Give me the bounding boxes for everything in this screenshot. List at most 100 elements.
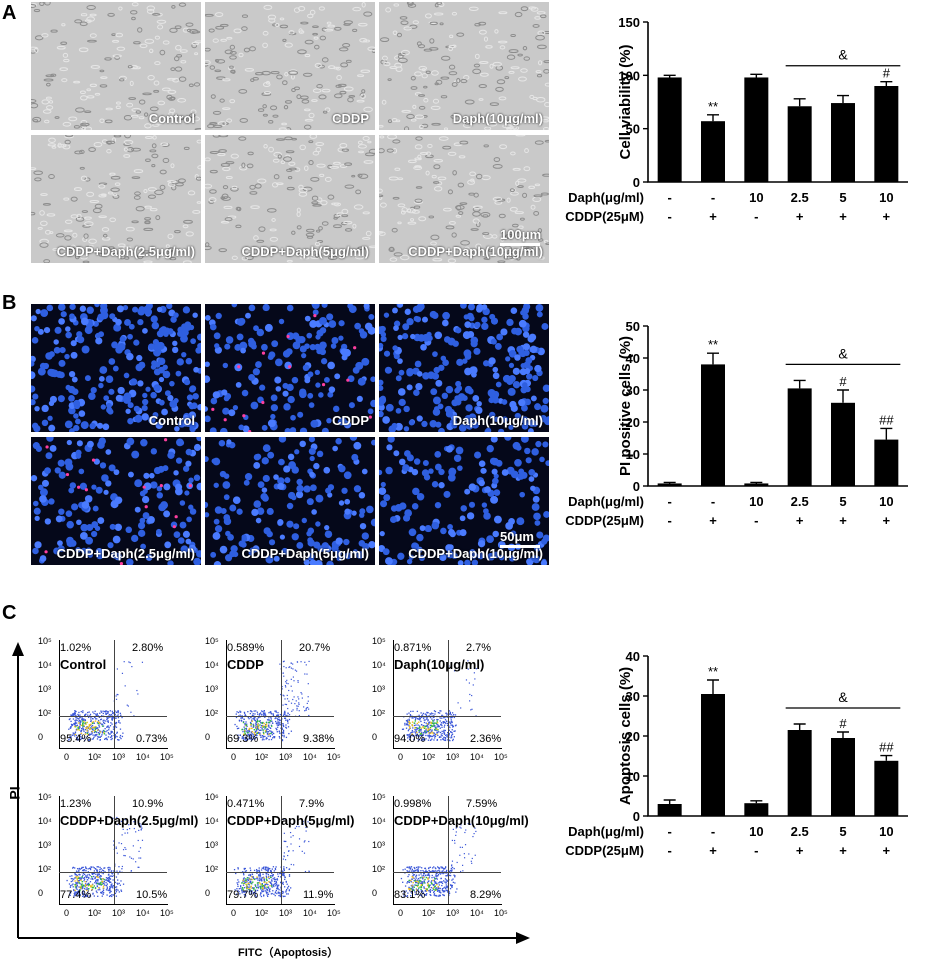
flow-x-tick: 10⁴ — [470, 908, 484, 918]
micrograph-image — [205, 2, 375, 130]
micrograph-image — [205, 304, 375, 432]
image-label: Daph(10μg/ml) — [452, 111, 543, 126]
significance-marker: # — [839, 716, 847, 731]
quadrant-percent-ul: 1.02% — [60, 642, 92, 654]
condition-value: + — [709, 513, 717, 528]
flow-x-tick: 10⁵ — [494, 752, 508, 762]
y-tick-label: 10 — [626, 447, 640, 462]
flow-x-tick: 10² — [255, 908, 269, 918]
bar — [701, 121, 725, 182]
flow-x-tick: 10⁴ — [136, 908, 150, 918]
flow-y-tick: 10³ — [205, 684, 219, 694]
flow-x-tick: 10⁵ — [327, 908, 341, 918]
flow-y-tick: 10³ — [38, 684, 52, 694]
flow-y-tick: 10⁴ — [372, 816, 386, 826]
micrograph-image — [31, 437, 201, 565]
quadrant-percent-ll: 83.1% — [394, 889, 426, 901]
significance-marker: ## — [879, 740, 894, 755]
bar — [831, 738, 855, 816]
flow-x-tick: 10³ — [446, 908, 460, 918]
condition-value: + — [796, 843, 804, 858]
image-label: CDDP — [332, 413, 369, 428]
image-label: Daph(10μg/ml) — [452, 413, 543, 428]
y-tick-label: 40 — [626, 351, 640, 366]
quadrant-line — [448, 640, 449, 748]
flow-y-tick: 10⁴ — [38, 816, 52, 826]
flow-y-tick: 10² — [38, 708, 52, 718]
bar — [701, 364, 725, 486]
condition-value: - — [667, 494, 671, 509]
cell-viability-chart: Cell viability (%) 0 50 100 150 - - ** - +10 - 2.5 +… — [565, 15, 908, 224]
quadrant-percent-ur: 20.7% — [299, 642, 331, 654]
flow-y-tick: 10⁵ — [38, 636, 52, 646]
error-bar — [880, 81, 893, 86]
micrograph-image — [379, 135, 549, 263]
quadrant-percent-lr: 11.9% — [303, 889, 334, 901]
image-label: CDDP+Daph(2.5μg/ml) — [56, 244, 195, 259]
condition-value: 10 — [749, 190, 763, 205]
condition-value: - — [667, 513, 671, 528]
condition-value: + — [839, 513, 847, 528]
condition-value: - — [711, 824, 715, 839]
condition-value: - — [711, 494, 715, 509]
micrograph-image — [379, 2, 549, 130]
panel-letter-c: C — [2, 602, 17, 624]
bar — [874, 760, 899, 816]
flow-y-tick: 10² — [38, 864, 52, 874]
image-label: CDDP+Daph(2.5μg/ml) — [56, 546, 195, 561]
bar — [874, 439, 899, 486]
flow-x-tick: 10³ — [279, 752, 293, 762]
flow-y-tick: 10² — [205, 864, 219, 874]
micrograph-image — [31, 135, 201, 263]
bar — [787, 106, 812, 182]
quadrant-line — [393, 872, 501, 873]
flow-plot: 1.23% 10.9% 77.4% 10.5% CDDP+Daph(2.5μg/ml) 1… — [30, 788, 198, 938]
flow-plot: 0.871% 2.7% 94.0% 2.36% Daph(10μg/ml) 10⁵ 10⁴ 1… — [364, 632, 524, 782]
y-tick-label: 0 — [633, 809, 640, 824]
brightfield-tile: CDDP+Daph(2.5μg/ml) — [31, 135, 201, 263]
flow-plot: 0.471% 7.9% 79.7% 11.9% CDDP+Daph(5μg/ml) 10⁶… — [197, 788, 357, 938]
bar — [657, 77, 682, 182]
y-axis-label: Apoptosis cells (%) — [617, 667, 634, 805]
fluorescence-tile: CDDP — [205, 304, 375, 432]
bar — [657, 804, 682, 816]
y-tick-label: 0 — [633, 175, 640, 190]
y-tick-label: 30 — [626, 383, 640, 398]
quadrant-percent-ul: 0.998% — [394, 798, 432, 810]
quadrant-percent-lr: 10.5% — [136, 889, 168, 901]
error-bar — [663, 74, 676, 78]
condition-value: 2.5 — [791, 190, 809, 205]
flow-plot-title: CDDP+Daph(10μg/ml) — [394, 813, 529, 828]
error-bar — [880, 754, 893, 761]
condition-value: 5 — [839, 824, 846, 839]
quadrant-line — [59, 872, 167, 873]
flow-x-tick: 10² — [88, 752, 102, 762]
condition-value: + — [883, 513, 891, 528]
flow-y-tick: 10³ — [372, 684, 386, 694]
y-tick-label: 30 — [626, 689, 640, 704]
flow-y-tick: 0 — [372, 888, 378, 898]
quadrant-line — [114, 796, 115, 904]
flow-y-tick: 0 — [205, 732, 211, 742]
bar — [831, 402, 855, 486]
bar — [744, 803, 769, 816]
flow-x-tick: 10³ — [446, 752, 460, 762]
bar — [657, 483, 682, 486]
flow-plot: 1.02% 2.80% 95.4% 0.73% Control 10⁵ 10⁴ 10³ 10² 0… — [30, 632, 190, 782]
significance-marker: # — [883, 66, 891, 81]
condition-row-label: Daph(μg/ml) — [568, 824, 644, 839]
panel-letter-a: A — [2, 2, 17, 24]
scale-bar-label: 100μm — [500, 227, 542, 242]
quadrant-line — [393, 716, 501, 717]
quadrant-percent-lr: 0.73% — [136, 733, 168, 745]
brightfield-tile: CDDP+Daph(10μg/ml) — [379, 135, 549, 263]
flow-y-tick: 10² — [372, 708, 386, 718]
brightfield-tile: Control — [31, 2, 201, 130]
condition-value: 10 — [879, 190, 893, 205]
micrograph-image — [31, 304, 201, 432]
error-bar — [793, 98, 806, 107]
flow-x-tick: 10² — [255, 752, 269, 762]
fluorescence-tile: CDDP+Daph(10μg/ml) — [379, 437, 549, 565]
flow-plot-title: CDDP+Daph(2.5μg/ml) — [60, 813, 199, 828]
